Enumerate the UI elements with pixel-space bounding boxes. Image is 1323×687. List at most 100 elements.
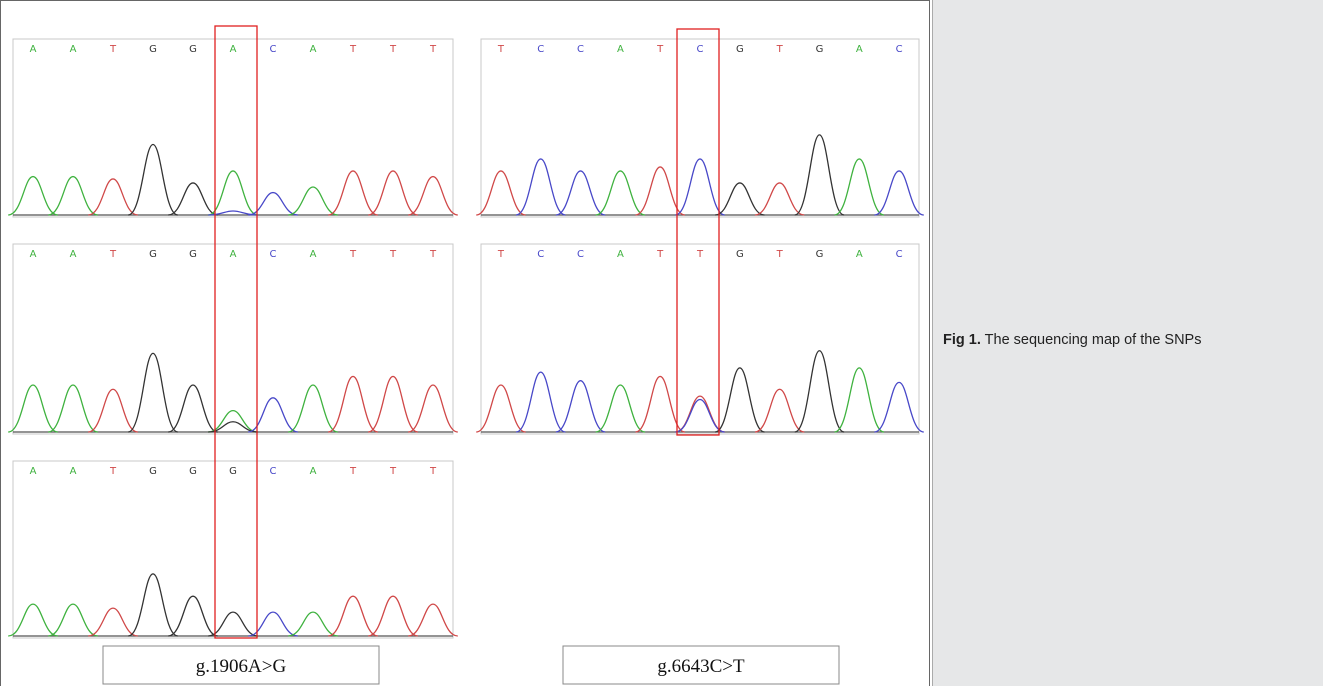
base-call: G [736, 44, 744, 55]
trace-peak [874, 381, 924, 433]
trace-peak [515, 371, 566, 433]
base-call: C [896, 249, 903, 260]
trace-peak [408, 175, 458, 216]
base-call: C [577, 44, 584, 55]
base-call: G [736, 249, 744, 260]
snp-label-left-text: g.1906A>G [196, 656, 287, 677]
trace-peak [874, 170, 924, 216]
base-call: T [776, 249, 784, 260]
caption-text: The sequencing map of the SNPs [984, 332, 1202, 348]
trace-peak [714, 367, 765, 433]
base-call: T [656, 44, 664, 55]
base-call: C [697, 44, 704, 55]
trace-peak [127, 352, 179, 433]
base-call: G [189, 249, 197, 260]
trace-peak [208, 170, 258, 216]
base-call: C [270, 466, 277, 477]
trace-peak [208, 611, 258, 637]
trace-peak [635, 375, 686, 433]
base-call: A [310, 44, 317, 55]
base-call: T [497, 249, 505, 260]
base-call: T [109, 249, 117, 260]
trace-peak [408, 603, 458, 637]
snp-highlight-box [214, 25, 258, 639]
base-call: C [577, 249, 584, 260]
base-call: A [230, 44, 237, 55]
trace-peak [515, 158, 566, 216]
trace-peak [288, 384, 338, 433]
trace-peak [8, 175, 58, 216]
trace-peak [408, 384, 458, 433]
trace-peak [367, 375, 419, 433]
base-call: G [189, 466, 197, 477]
snp-label-left: g.1906A>G [102, 645, 380, 685]
trace-peak [168, 595, 218, 637]
trace-peak [328, 595, 378, 637]
trace-peak [555, 170, 606, 216]
base-call: G [816, 249, 824, 260]
trace-peak [48, 384, 98, 433]
chromatogram-frame [12, 38, 454, 218]
base-call: A [856, 249, 863, 260]
base-call: A [70, 249, 77, 260]
base-call: T [349, 44, 357, 55]
base-call: G [149, 466, 157, 477]
trace-peak [8, 384, 58, 433]
trace-peak [794, 350, 845, 433]
base-call: T [349, 249, 357, 260]
trace-peak [476, 384, 526, 433]
base-call: G [149, 44, 157, 55]
caption-panel: Fig 1. The sequencing map of the SNPs [932, 0, 1323, 686]
base-call: T [429, 44, 437, 55]
trace-peak [208, 421, 258, 433]
chromatogram-frame [12, 460, 454, 639]
base-call: T [389, 44, 397, 55]
trace-peak [328, 170, 378, 216]
trace-peak [794, 134, 845, 216]
base-call: T [109, 44, 117, 55]
trace-peak [248, 191, 298, 216]
base-call: C [270, 249, 277, 260]
snp-label-right-text: g.6643C>T [657, 656, 745, 677]
base-call: A [70, 466, 77, 477]
base-call: G [149, 249, 157, 260]
base-call: C [537, 249, 544, 260]
trace-peak [248, 611, 298, 637]
trace-peak [168, 384, 218, 433]
trace-peak [127, 573, 179, 637]
trace-peak [754, 182, 805, 216]
base-call: T [429, 249, 437, 260]
trace-peak [48, 175, 98, 216]
base-call: A [310, 249, 317, 260]
trace-peak [288, 611, 338, 637]
base-call: T [497, 44, 505, 55]
trace-peak [208, 210, 258, 216]
trace-peak [834, 158, 885, 216]
trace-peak [555, 380, 606, 433]
trace-peak [675, 158, 725, 216]
base-call: A [30, 466, 37, 477]
trace-peak [635, 166, 686, 216]
base-call: G [189, 44, 197, 55]
trace-peak [127, 143, 179, 216]
caption-label: Fig 1. [943, 332, 981, 348]
trace-peak [208, 409, 258, 433]
trace-peak [168, 182, 218, 216]
trace-peak [754, 388, 805, 433]
figure-panel: A A T G G A C A T T T A A T G G A C A T T T A A T G G G C A T T T T C C A T C G… [0, 0, 930, 686]
trace-peak [8, 603, 58, 637]
trace-peak [88, 388, 138, 433]
base-call: A [30, 44, 37, 55]
chromatogram-frame [480, 243, 920, 435]
trace-peak [327, 375, 379, 433]
chromatogram-frame [480, 38, 920, 218]
base-call: T [429, 466, 437, 477]
chromatogram-figure: A A T G G A C A T T T A A T G G A C A T T T A A T G G G C A T T T T C C A T C G… [8, 25, 924, 685]
trace-peak [88, 607, 138, 637]
trace-peak [675, 398, 725, 433]
trace-peak [595, 384, 646, 433]
